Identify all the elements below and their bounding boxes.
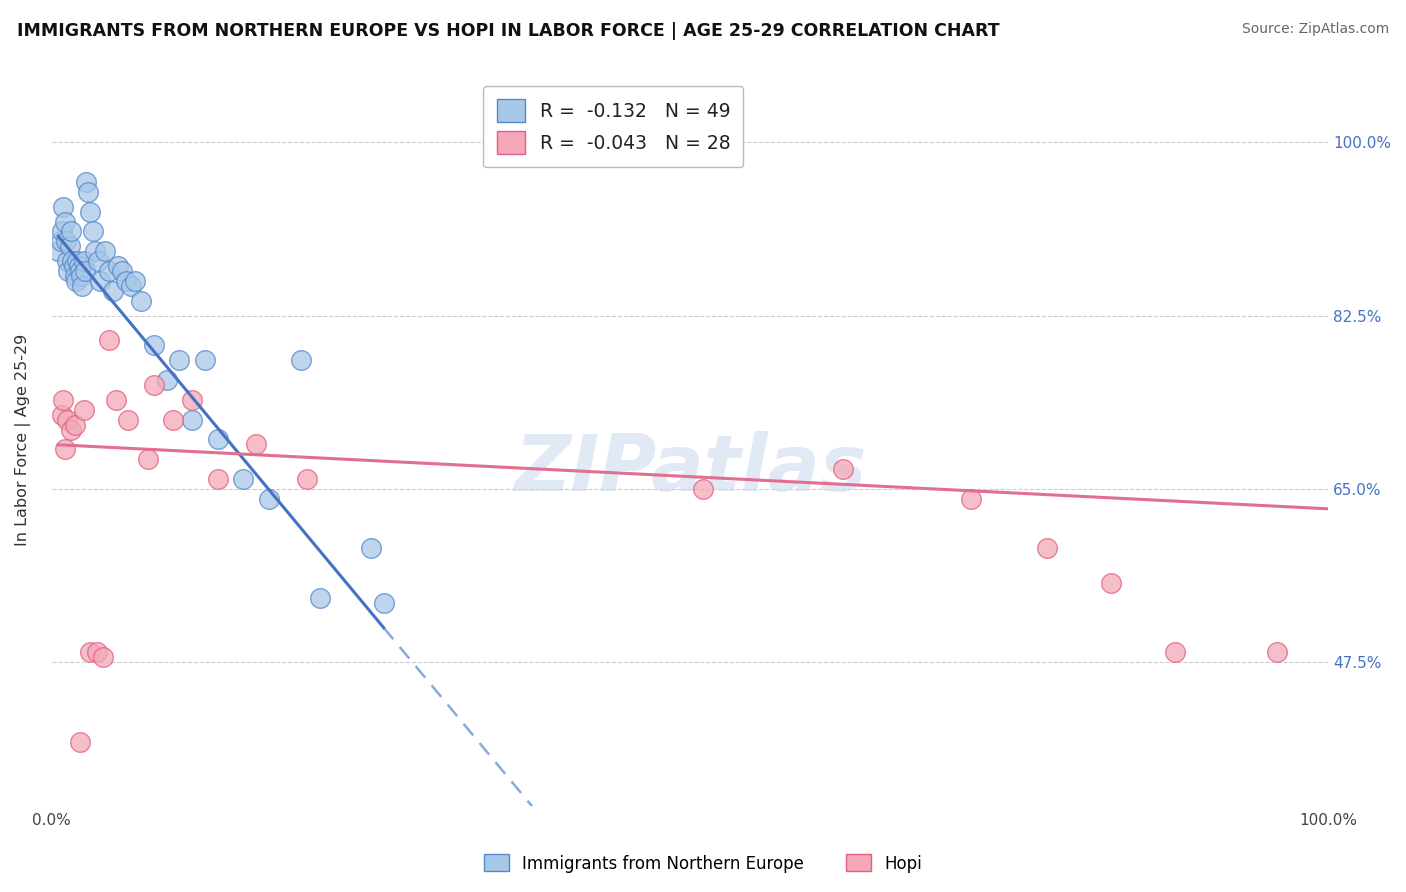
Point bbox=[73, 254, 96, 268]
Point bbox=[207, 433, 229, 447]
Point bbox=[115, 274, 138, 288]
Point bbox=[94, 244, 117, 259]
Point bbox=[56, 254, 79, 268]
Point bbox=[59, 423, 82, 437]
Point bbox=[232, 472, 254, 486]
Point bbox=[107, 259, 129, 273]
Point bbox=[117, 412, 139, 426]
Point bbox=[295, 472, 318, 486]
Legend: R =  -0.132   N = 49, R =  -0.043   N = 28: R = -0.132 N = 49, R = -0.043 N = 28 bbox=[484, 86, 744, 168]
Point bbox=[53, 442, 76, 457]
Point bbox=[72, 279, 94, 293]
Point bbox=[1265, 645, 1288, 659]
Point bbox=[87, 254, 110, 268]
Text: IMMIGRANTS FROM NORTHERN EUROPE VS HOPI IN LABOR FORCE | AGE 25-29 CORRELATION C: IMMIGRANTS FROM NORTHERN EUROPE VS HOPI … bbox=[17, 22, 1000, 40]
Point bbox=[169, 353, 191, 368]
Point bbox=[70, 268, 93, 283]
Point bbox=[69, 264, 91, 278]
Point bbox=[373, 596, 395, 610]
Point bbox=[75, 175, 97, 189]
Point bbox=[76, 185, 98, 199]
Point bbox=[56, 412, 79, 426]
Point bbox=[59, 239, 82, 253]
Point bbox=[207, 472, 229, 486]
Point bbox=[142, 338, 165, 352]
Point bbox=[290, 353, 312, 368]
Point bbox=[63, 268, 86, 283]
Point bbox=[104, 392, 127, 407]
Point bbox=[959, 491, 981, 506]
Point bbox=[84, 244, 107, 259]
Point bbox=[245, 437, 267, 451]
Point bbox=[49, 235, 72, 249]
Point bbox=[51, 408, 73, 422]
Point bbox=[52, 200, 75, 214]
Point bbox=[66, 254, 89, 268]
Point bbox=[832, 462, 855, 476]
Point bbox=[86, 645, 108, 659]
Text: Source: ZipAtlas.com: Source: ZipAtlas.com bbox=[1241, 22, 1389, 37]
Point bbox=[79, 204, 101, 219]
Point bbox=[51, 224, 73, 238]
Text: ZIPatlas: ZIPatlas bbox=[513, 431, 866, 507]
Point bbox=[62, 259, 84, 273]
Point bbox=[111, 264, 134, 278]
Point bbox=[89, 274, 111, 288]
Point bbox=[120, 279, 142, 293]
Legend: Immigrants from Northern Europe, Hopi: Immigrants from Northern Europe, Hopi bbox=[478, 847, 928, 880]
Y-axis label: In Labor Force | Age 25-29: In Labor Force | Age 25-29 bbox=[15, 334, 31, 546]
Point bbox=[181, 392, 204, 407]
Point bbox=[162, 412, 184, 426]
Point bbox=[98, 334, 121, 348]
Point bbox=[79, 645, 101, 659]
Point bbox=[73, 402, 96, 417]
Point bbox=[156, 373, 179, 387]
Point bbox=[58, 264, 80, 278]
Point bbox=[1036, 541, 1059, 556]
Point bbox=[257, 491, 280, 506]
Point bbox=[360, 541, 382, 556]
Point bbox=[55, 235, 77, 249]
Point bbox=[136, 452, 159, 467]
Point bbox=[73, 264, 96, 278]
Point bbox=[101, 284, 124, 298]
Point bbox=[1164, 645, 1187, 659]
Point bbox=[65, 274, 87, 288]
Point bbox=[63, 417, 86, 432]
Point bbox=[181, 412, 204, 426]
Point bbox=[53, 214, 76, 228]
Point bbox=[308, 591, 330, 605]
Point bbox=[59, 224, 82, 238]
Point bbox=[46, 244, 69, 259]
Point bbox=[91, 650, 114, 665]
Point bbox=[194, 353, 217, 368]
Point bbox=[98, 264, 121, 278]
Point bbox=[69, 734, 91, 748]
Point bbox=[1099, 576, 1122, 591]
Point bbox=[82, 224, 104, 238]
Point bbox=[60, 254, 83, 268]
Point bbox=[692, 482, 714, 496]
Point bbox=[52, 392, 75, 407]
Point bbox=[129, 293, 152, 308]
Point bbox=[142, 378, 165, 392]
Point bbox=[67, 259, 90, 273]
Point bbox=[124, 274, 146, 288]
